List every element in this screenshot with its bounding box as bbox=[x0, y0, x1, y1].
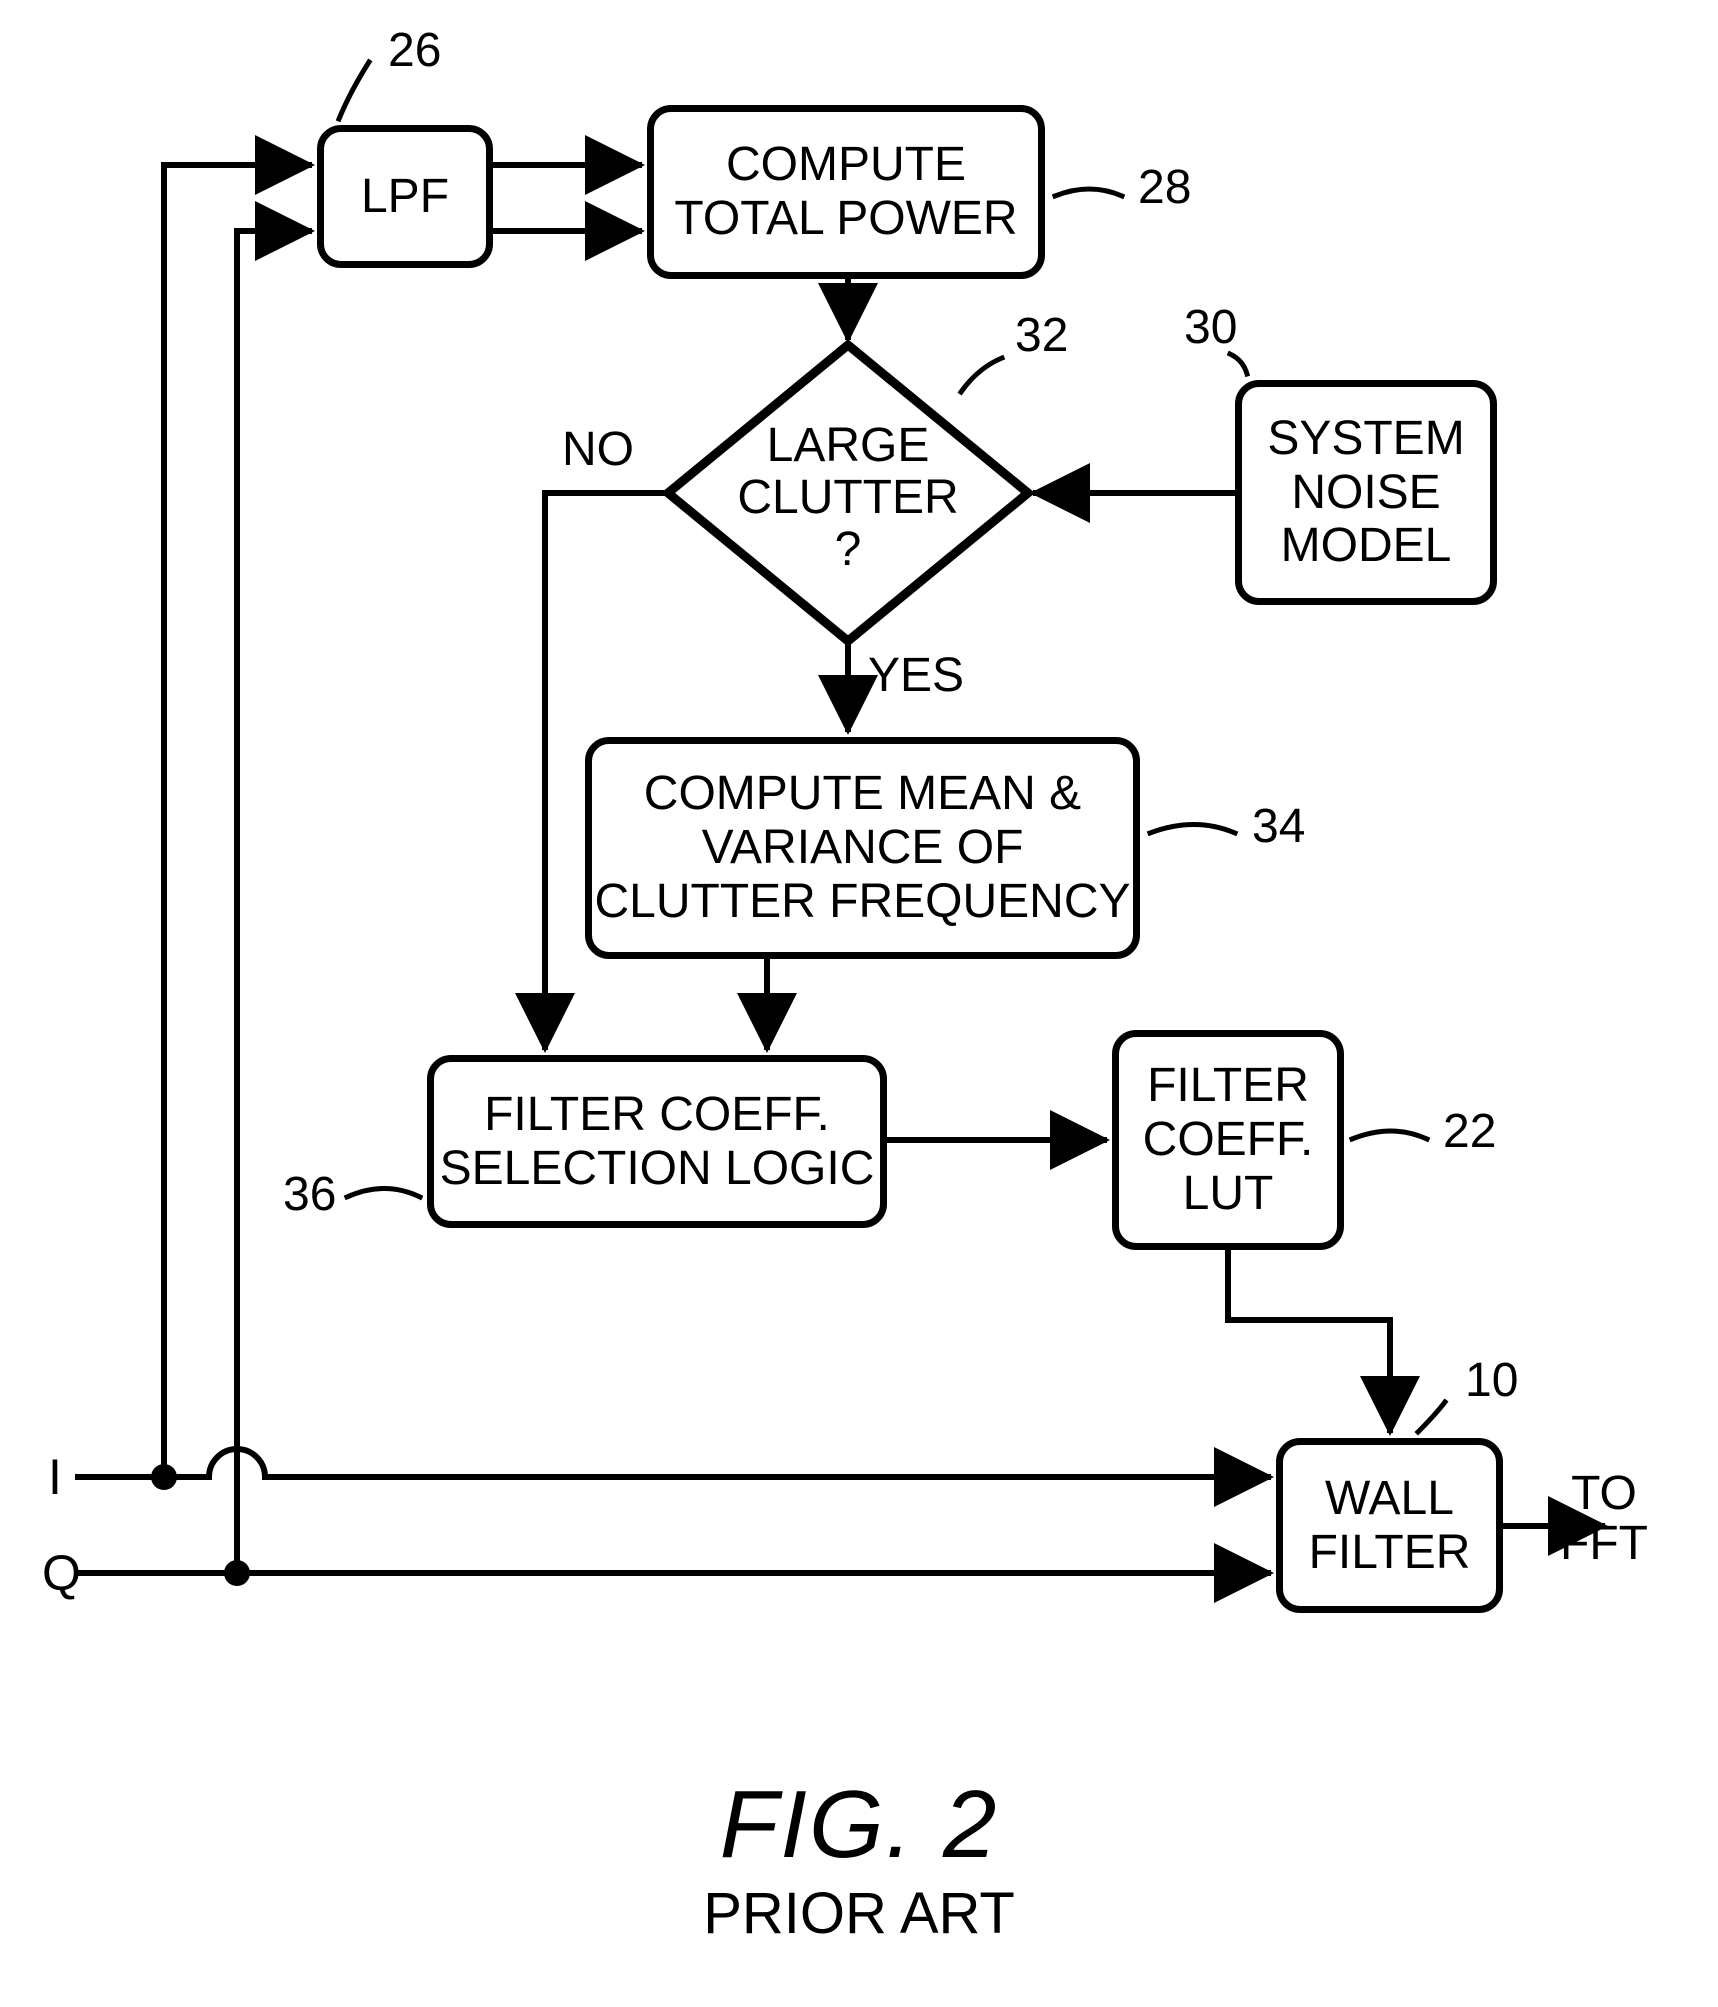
ref-30: 30 bbox=[1184, 300, 1237, 355]
node-noise-text: SYSTEM NOISE MODEL bbox=[1267, 412, 1464, 573]
input-i-label: I bbox=[48, 1448, 62, 1506]
node-power: COMPUTE TOTAL POWER bbox=[647, 105, 1045, 279]
edge-label-yes: YES bbox=[868, 648, 964, 703]
node-wall-text: WALL FILTER bbox=[1309, 1472, 1471, 1580]
ref-34: 34 bbox=[1252, 799, 1305, 854]
figure-subcaption: PRIOR ART bbox=[0, 1880, 1718, 1947]
edge-label-no: NO bbox=[562, 422, 634, 477]
node-noise: SYSTEM NOISE MODEL bbox=[1235, 380, 1497, 605]
node-power-text: COMPUTE TOTAL POWER bbox=[674, 138, 1017, 246]
node-lpf: LPF bbox=[317, 125, 493, 268]
ref-22: 22 bbox=[1443, 1104, 1496, 1159]
ref-10: 10 bbox=[1465, 1353, 1518, 1408]
input-q-label: Q bbox=[42, 1544, 81, 1602]
node-sel: FILTER COEFF. SELECTION LOGIC bbox=[427, 1055, 887, 1228]
ref-28: 28 bbox=[1138, 160, 1191, 215]
node-meanvar: COMPUTE MEAN & VARIANCE OF CLUTTER FREQU… bbox=[585, 737, 1140, 959]
ref-32: 32 bbox=[1015, 308, 1068, 363]
ref-36: 36 bbox=[283, 1167, 336, 1222]
node-meanvar-text: COMPUTE MEAN & VARIANCE OF CLUTTER FREQU… bbox=[594, 767, 1130, 928]
figure-caption: FIG. 2 bbox=[0, 1770, 1718, 1880]
node-wall: WALL FILTER bbox=[1276, 1438, 1503, 1613]
node-lut-text: FILTER COEFF. LUT bbox=[1143, 1059, 1314, 1220]
node-lut: FILTER COEFF. LUT bbox=[1112, 1030, 1344, 1250]
node-sel-text: FILTER COEFF. SELECTION LOGIC bbox=[440, 1088, 875, 1196]
output-label: TO FFT bbox=[1560, 1469, 1648, 1570]
node-lpf-text: LPF bbox=[361, 170, 449, 224]
node-clutter-text: LARGE CLUTTER ? bbox=[730, 420, 966, 575]
ref-26: 26 bbox=[388, 23, 441, 78]
